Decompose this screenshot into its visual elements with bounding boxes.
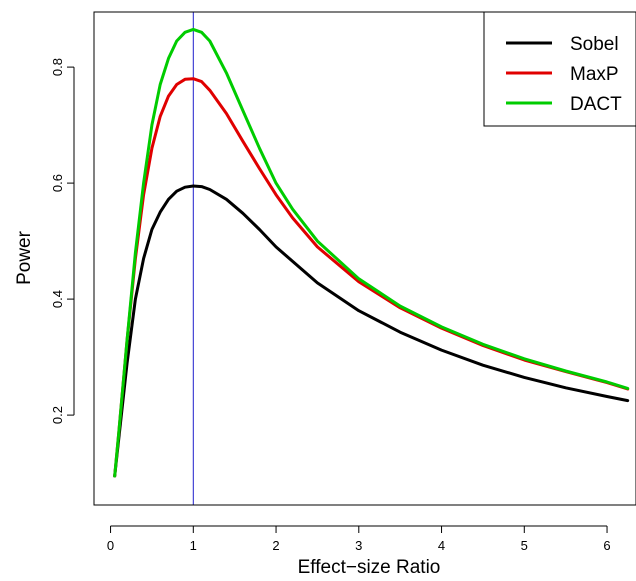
x-tick-label: 5: [521, 538, 528, 553]
x-tick-label: 1: [190, 538, 197, 553]
x-tick-label: 6: [603, 538, 610, 553]
y-axis-title: Power: [14, 230, 35, 285]
series-line-maxp: [113, 77, 630, 478]
x-axis: 0 1 2 3 4 5 6: [107, 525, 611, 553]
legend: Sobel MaxP DACT: [483, 11, 636, 127]
series-layer: [113, 27, 630, 478]
legend-label-maxp: MaxP: [570, 64, 619, 85]
x-axis-title: Effect−size Ratio: [298, 557, 441, 578]
series-line-dact: [113, 27, 630, 478]
y-tick-label: 0.2: [50, 406, 65, 424]
legend-label-dact: DACT: [570, 94, 622, 115]
legend-box: [483, 11, 636, 127]
series-line-sobel: [113, 184, 630, 478]
x-tick-label: 3: [355, 538, 362, 553]
legend-label-sobel: Sobel: [570, 34, 619, 55]
x-tick-label: 4: [438, 538, 445, 553]
y-tick-label: 0.6: [50, 174, 65, 192]
plot-frame: [93, 11, 636, 506]
x-tick-label: 0: [107, 538, 114, 553]
x-tick-label: 2: [272, 538, 279, 553]
y-axis: 0.2 0.4 0.6 0.8: [50, 58, 75, 424]
y-tick-label: 0.8: [50, 58, 65, 76]
y-tick-label: 0.4: [50, 290, 65, 308]
